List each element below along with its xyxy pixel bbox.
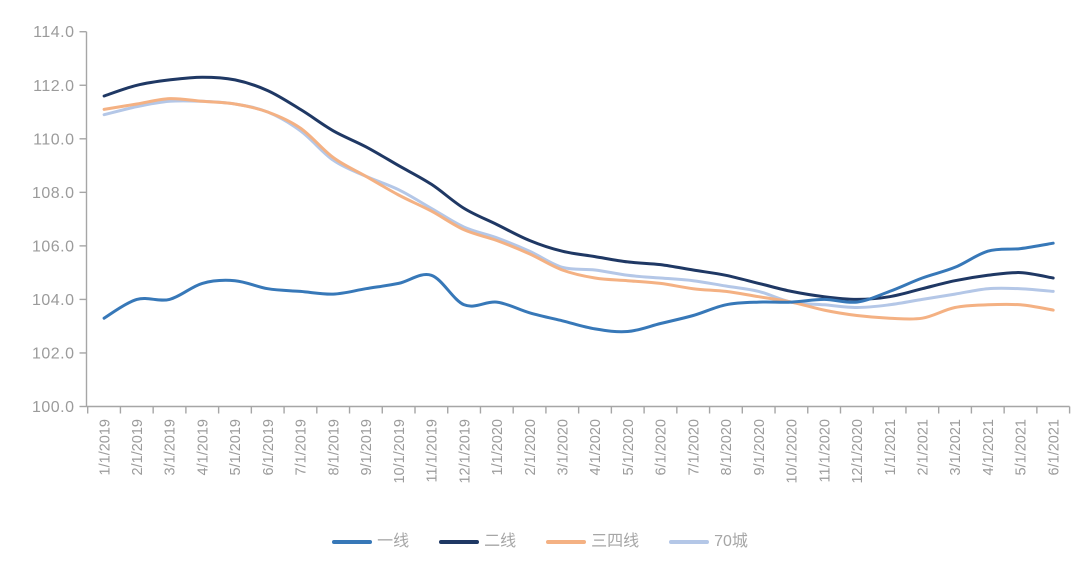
x-axis-label: 3/1/2021 (948, 419, 964, 475)
legend-line-swatch-tier-2 (439, 540, 480, 544)
series-line-tier-1 (102, 241, 1055, 334)
legend-label: 二线 (484, 533, 517, 550)
x-axis-label: 2/1/2020 (523, 419, 539, 475)
x-axis-label: 1/1/2021 (883, 419, 899, 475)
x-axis-label: 10/1/2019 (392, 419, 408, 484)
legend-item-tier-3-4: 三四线 (546, 534, 639, 550)
x-axis-label: 8/1/2020 (719, 419, 735, 475)
chart-legend: 一线 二线 三四线 70城 (0, 534, 1080, 550)
y-axis-label: 108.0 (32, 185, 75, 202)
legend-item-tier-1: 一线 (332, 534, 409, 550)
y-axis-label: 110.0 (33, 131, 74, 148)
legend-label: 一线 (377, 533, 410, 550)
y-axis-label: 114.0 (33, 24, 74, 41)
x-axis-label: 11/1/2019 (425, 419, 441, 482)
x-axis-label: 3/1/2019 (163, 419, 179, 475)
x-axis-label: 3/1/2020 (555, 419, 571, 475)
legend-line-swatch-cities-70 (669, 540, 710, 544)
y-axis-label: 112.0 (33, 78, 74, 95)
x-axis-label: 1/1/2020 (490, 419, 506, 475)
legend-line-swatch-tier-3-4 (546, 540, 587, 544)
x-axis-label: 6/1/2021 (1046, 419, 1062, 475)
x-axis-label: 9/1/2019 (359, 419, 375, 475)
x-axis-label: 5/1/2019 (228, 419, 244, 475)
legend-label: 三四线 (591, 533, 640, 550)
y-axis-label: 102.0 (32, 345, 75, 362)
x-axis-label: 5/1/2020 (621, 419, 637, 475)
legend-item-cities-70: 70城 (669, 534, 748, 550)
x-axis-label: 12/1/2020 (850, 419, 866, 484)
x-axis-label: 10/1/2020 (785, 419, 801, 484)
y-axis-label: 100.0 (32, 399, 75, 416)
x-axis-label: 1/1/2019 (97, 419, 113, 475)
x-axis-label: 2/1/2021 (916, 419, 932, 475)
legend-item-tier-2: 二线 (439, 534, 516, 550)
series-line-tier-3-4 (102, 97, 1055, 321)
x-axis-label: 11/1/2020 (817, 419, 833, 482)
x-axis-label: 7/1/2019 (294, 419, 310, 475)
x-axis-label: 8/1/2019 (326, 419, 342, 475)
x-axis-label: 12/1/2019 (457, 419, 473, 484)
y-axis-label: 104.0 (32, 292, 75, 309)
series-line-tier-2 (102, 75, 1055, 301)
x-axis-label: 7/1/2020 (686, 419, 702, 475)
x-axis-label: 9/1/2020 (752, 419, 768, 475)
x-axis-label: 2/1/2019 (130, 419, 146, 475)
legend-label: 70城 (714, 533, 748, 550)
x-axis-label: 6/1/2019 (261, 419, 277, 475)
x-axis-label: 4/1/2021 (981, 419, 997, 475)
x-axis-label: 4/1/2019 (195, 419, 211, 475)
legend-line-swatch-tier-1 (332, 540, 373, 544)
y-axis-label: 106.0 (32, 238, 75, 255)
series-line-cities-70 (102, 99, 1055, 309)
x-axis-label: 4/1/2020 (588, 419, 604, 475)
x-axis-label: 6/1/2020 (654, 419, 670, 475)
x-axis-label: 5/1/2021 (1014, 419, 1030, 475)
line-chart: 114.0 112.0 110.0 108.0 106.0 104.0 102.0 100.0… (32, 24, 1071, 484)
